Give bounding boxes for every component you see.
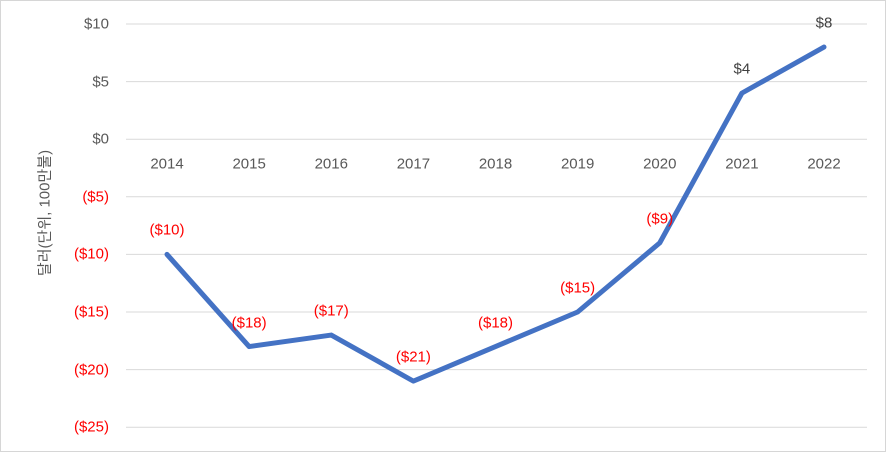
data-point-label: $4	[733, 60, 751, 78]
y-axis-tick-label: $5	[92, 73, 109, 91]
data-point-label: ($18)	[477, 314, 514, 332]
data-point-label: ($17)	[313, 302, 349, 320]
y-axis-tick-label: ($15)	[73, 303, 109, 321]
data-series-line	[164, 44, 827, 384]
x-axis-tick-label: 2015	[232, 155, 266, 173]
x-axis-tick-label: 2022	[807, 155, 841, 173]
y-axis-tick-label: ($25)	[73, 418, 109, 436]
data-point-label: ($21)	[395, 348, 431, 366]
x-axis-tick-label: 2019	[560, 155, 595, 173]
y-axis-title: 달러(단위, 100만불)	[36, 149, 54, 277]
y-axis-tick-label: $10	[83, 15, 109, 33]
x-axis-tick-label: 2016	[314, 155, 348, 173]
y-axis-tick-label: $0	[92, 130, 109, 148]
data-point-label: ($10)	[149, 221, 185, 239]
x-axis-tick-label: 2021	[725, 155, 759, 173]
x-axis-tick-label: 2017	[396, 155, 431, 173]
x-axis-tick-label: 2020	[643, 155, 677, 173]
y-axis-tick-label: ($10)	[73, 245, 109, 263]
data-point-label: ($15)	[560, 279, 596, 297]
gridlines-group	[126, 23, 867, 428]
data-point-label: ($18)	[231, 314, 267, 332]
y-axis-tick-label: ($20)	[73, 361, 109, 379]
data-point-label: ($9)	[646, 210, 674, 228]
y-axis-tick-label: ($5)	[82, 188, 109, 206]
x-axis-tick-label: 2018	[478, 155, 513, 173]
data-point-label: $8	[815, 14, 833, 32]
x-axis-tick-label: 2014	[150, 155, 184, 173]
